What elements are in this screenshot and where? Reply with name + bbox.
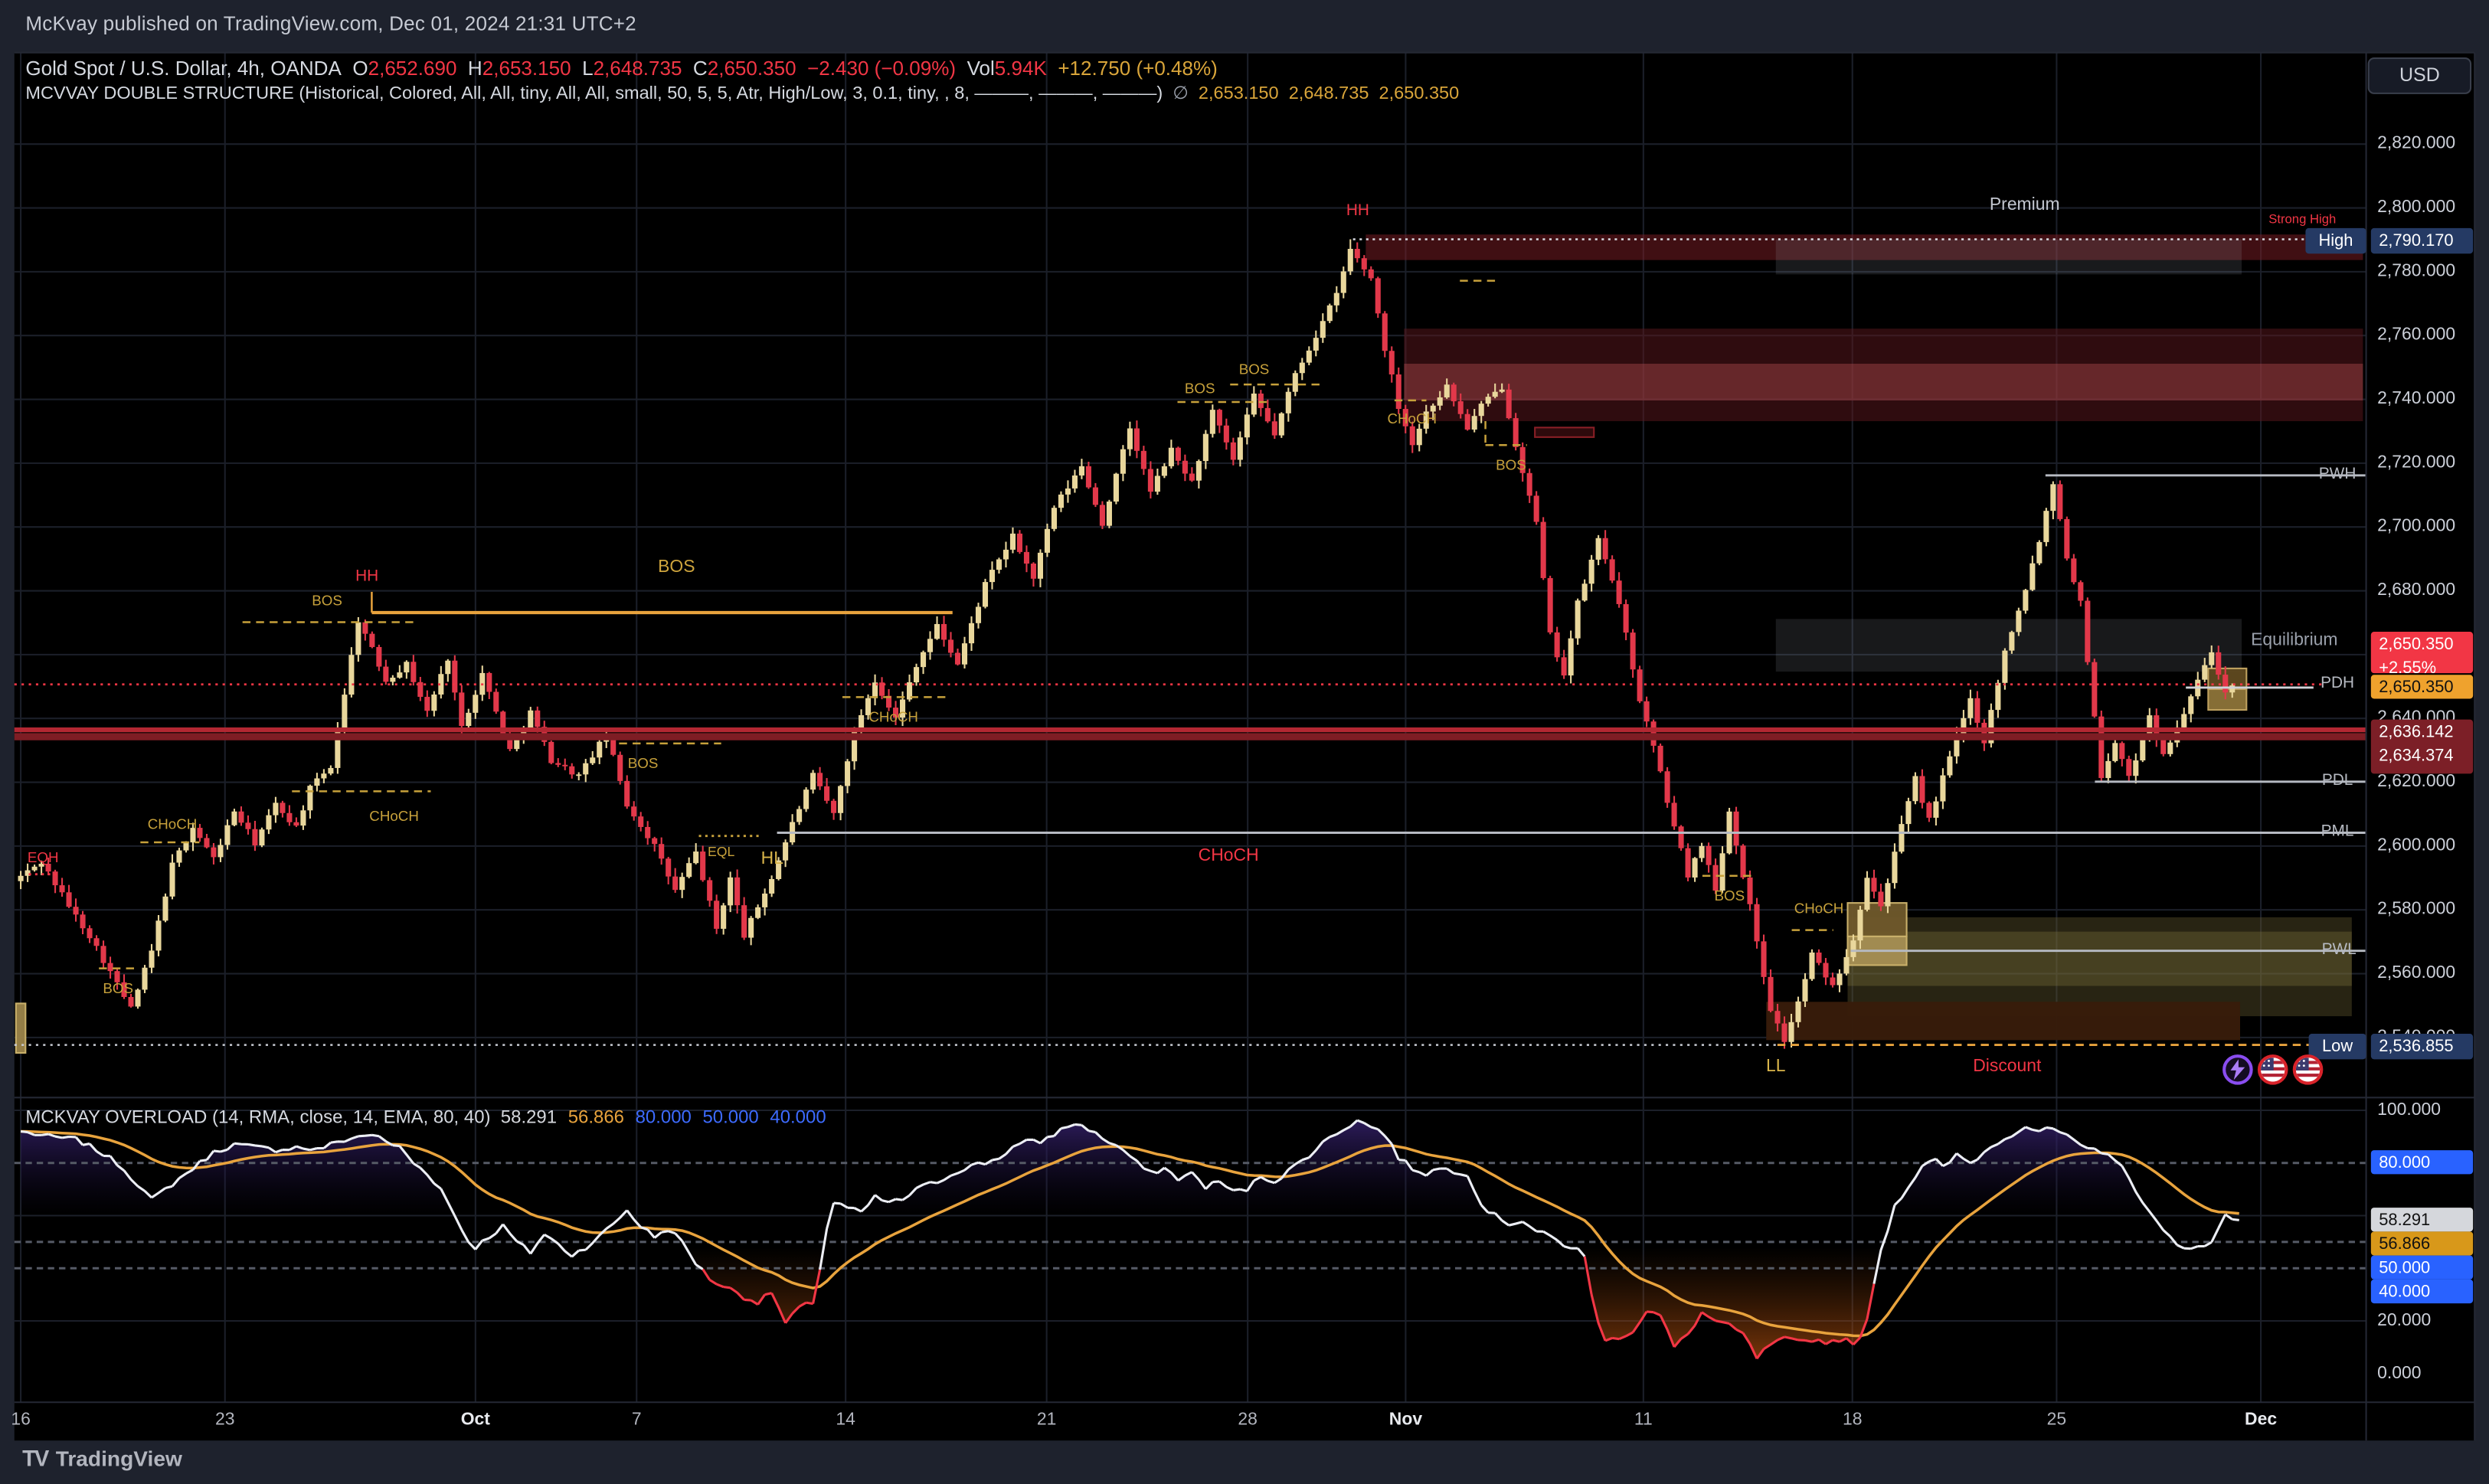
osc-line-oversold <box>702 1256 1876 1360</box>
mini-supply-box <box>1534 427 1595 438</box>
osc-line <box>20 1119 2239 1284</box>
choch-order-block-top <box>1846 902 1908 937</box>
osc-overbought-fill <box>21 1120 2239 1216</box>
demand-zone-wide <box>1847 917 2352 1017</box>
supply-zone-2 <box>1404 329 2363 421</box>
supply-zone-2-core <box>1404 363 2363 400</box>
demand-zone-core <box>1847 931 2352 986</box>
equilibrium-zone <box>1775 619 2242 672</box>
recent-order-block-bottom <box>2207 688 2248 711</box>
osc-oversold-fill <box>21 1247 2239 1359</box>
premium-zone <box>1775 239 2242 275</box>
discount-demand-zone <box>1766 1002 2240 1041</box>
left-edge-order-block <box>15 1002 27 1054</box>
